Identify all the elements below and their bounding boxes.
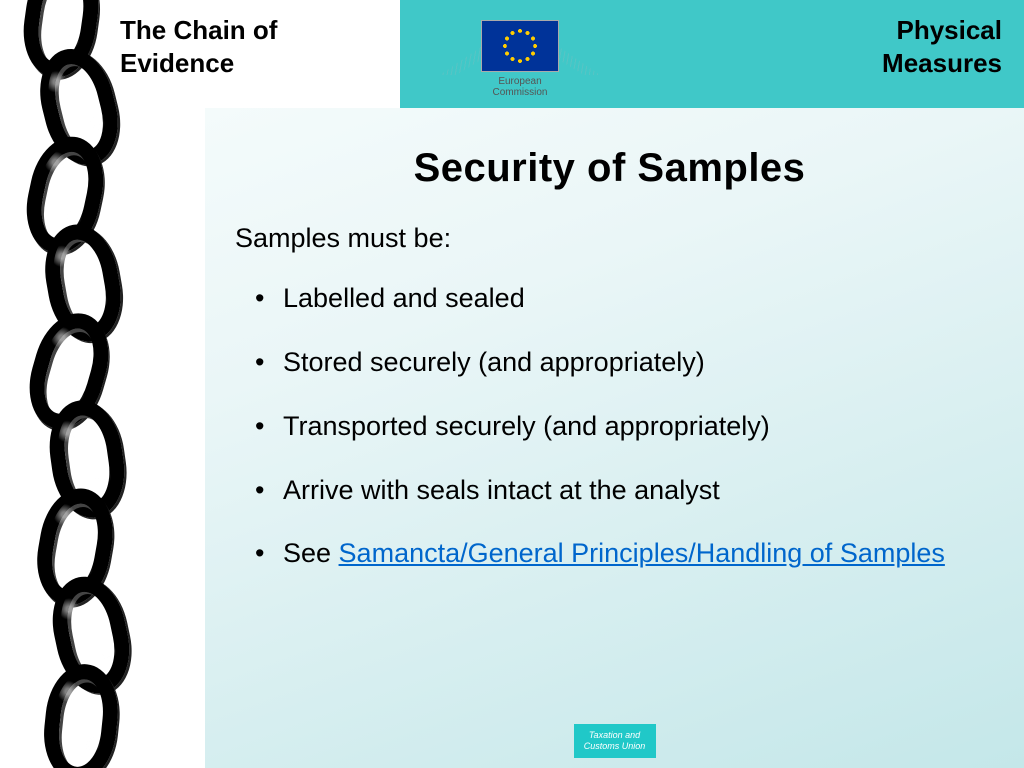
list-item: Stored securely (and appropriately): [255, 342, 984, 384]
slide-title: Security of Samples: [235, 146, 984, 191]
section-title-line1: Physical: [882, 14, 1002, 47]
footer-badge-line1: Taxation and: [582, 730, 648, 741]
bullet-text: Arrive with seals intact at the analyst: [283, 475, 720, 505]
list-item: Arrive with seals intact at the analyst: [255, 470, 984, 512]
list-item: Labelled and sealed: [255, 278, 984, 320]
ec-label-line1: European: [460, 76, 580, 87]
eu-flag-icon: [481, 20, 559, 72]
bullet-text: Stored securely (and appropriately): [283, 347, 705, 377]
european-commission-logo: European Commission: [460, 20, 580, 103]
section-title-block: Physical Measures: [882, 14, 1002, 79]
chain-graphic: [0, 0, 160, 768]
ec-label-line2: Commission: [460, 87, 580, 98]
slide-content: Security of Samples Samples must be: Lab…: [205, 108, 1024, 768]
bullet-list: Labelled and sealed Stored securely (and…: [235, 278, 984, 575]
list-item: See Samancta/General Principles/Handling…: [255, 533, 984, 575]
footer-badge-line2: Customs Union: [582, 741, 648, 752]
list-item: Transported securely (and appropriately): [255, 406, 984, 448]
bullet-text: Labelled and sealed: [283, 283, 525, 313]
bullet-text: Transported securely (and appropriately): [283, 411, 770, 441]
footer-badge: Taxation and Customs Union: [574, 724, 656, 758]
bullet-prefix: See: [283, 538, 339, 568]
slide-intro: Samples must be:: [235, 223, 984, 254]
samancta-link[interactable]: Samancta/General Principles/Handling of …: [339, 538, 945, 568]
section-title-line2: Measures: [882, 47, 1002, 80]
logo-underline: [481, 100, 559, 103]
